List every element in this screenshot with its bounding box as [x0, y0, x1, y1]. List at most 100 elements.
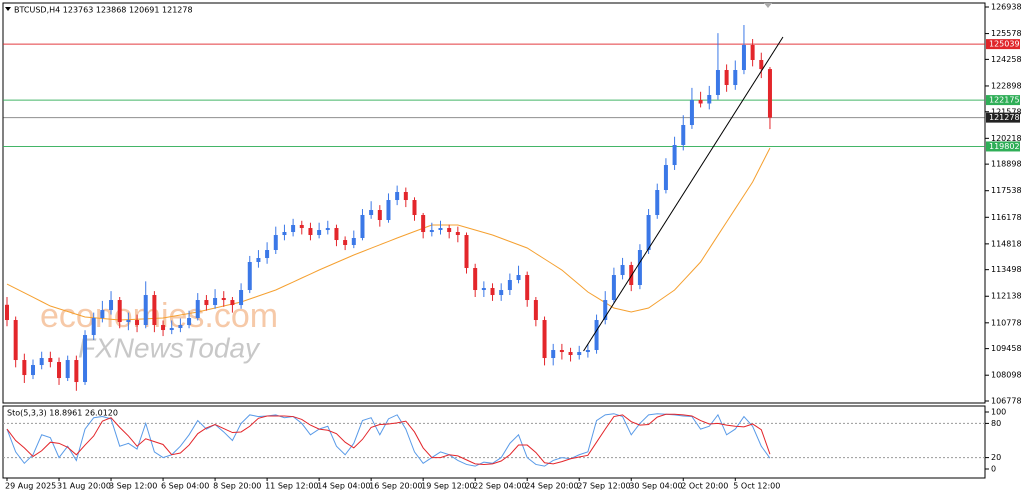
x-tick-label: 5 Oct 12:00: [733, 482, 780, 491]
x-tick-label: 19 Sep 12:00: [421, 482, 474, 491]
y-tick-label: 120218: [991, 134, 1022, 143]
indicator-title: Sto(5,3,3) 18.8961 26.0120: [7, 409, 118, 418]
candle-body: [48, 358, 53, 363]
y-tick-label: 112138: [991, 292, 1022, 301]
candle-body: [31, 365, 36, 376]
y-tick-label: 110778: [991, 318, 1022, 327]
candle-body: [282, 232, 287, 236]
level-label-box: [986, 95, 1020, 106]
candle-body: [429, 230, 434, 233]
candle-body: [169, 328, 174, 331]
candle-body: [594, 320, 599, 351]
level-label: 121278: [989, 113, 1020, 122]
candle-body: [403, 192, 408, 201]
candle-body: [334, 228, 339, 241]
candle-body: [455, 232, 460, 236]
candle-body: [13, 320, 18, 361]
candle-body: [707, 95, 712, 104]
moving-average: [6, 147, 771, 321]
candle-body: [187, 318, 192, 326]
candle-body: [655, 190, 660, 216]
watermark: economies.com: [40, 297, 278, 335]
candle-body: [507, 280, 512, 291]
candle-body: [681, 125, 686, 145]
y-tick-label: 108098: [991, 371, 1022, 380]
candle-body: [369, 209, 374, 216]
y-tick-label: 124258: [991, 55, 1022, 64]
main-frame: [2, 2, 986, 404]
x-tick-label: 27 Sep 12:00: [577, 482, 630, 491]
candle-body: [221, 298, 226, 301]
y-tick-label: 109458: [991, 344, 1022, 353]
level-label-box: [986, 112, 1020, 123]
x-tick-label: 31 Aug 20:00: [57, 482, 111, 491]
trendline: [583, 36, 784, 352]
candle-body: [247, 262, 252, 291]
candle-body: [620, 265, 625, 276]
y-tick-label: 113498: [991, 265, 1022, 274]
candle-body: [473, 268, 478, 291]
candle-body: [213, 298, 218, 306]
candle-body: [273, 235, 278, 251]
candle-body: [395, 192, 400, 201]
candle-body: [663, 165, 668, 191]
candle-body: [698, 100, 703, 104]
candle-body: [724, 70, 729, 85]
y-tick-label: 80: [991, 419, 1001, 428]
candle-body: [135, 320, 140, 326]
candle-body: [100, 310, 105, 319]
y-tick-label: 100: [991, 408, 1006, 417]
candle-body: [204, 300, 209, 306]
candle-body: [386, 200, 391, 221]
candle-body: [750, 44, 755, 61]
x-tick-label: 11 Sep 12:00: [265, 482, 318, 491]
x-tick-label: 3 Sep 12:00: [109, 482, 157, 491]
candle-body: [551, 350, 556, 359]
candle-body: [291, 225, 296, 233]
x-tick-label: 6 Sep 04:00: [161, 482, 209, 491]
candle-body: [577, 352, 582, 356]
shift-marker: [764, 3, 772, 8]
y-tick-label: 117538: [991, 186, 1022, 195]
x-tick-label: 24 Sep 20:00: [525, 482, 578, 491]
x-tick-label: 30 Sep 04:00: [629, 482, 682, 491]
y-tick-label: 0: [991, 465, 996, 474]
candle-body: [178, 325, 183, 329]
candle-body: [161, 325, 166, 331]
candle-body: [343, 240, 348, 246]
candle-body: [438, 228, 443, 231]
y-tick-label: 121578: [991, 107, 1022, 116]
y-tick-label: 125578: [991, 29, 1022, 38]
stochastic-line: [6, 413, 771, 465]
level-label: 122175: [989, 96, 1020, 105]
watermark: FXNewsToday: [78, 332, 261, 363]
x-tick-label: 22 Sep 04:00: [473, 482, 526, 491]
candle-body: [533, 300, 538, 321]
candle-body: [767, 69, 772, 118]
candle-body: [559, 350, 564, 353]
candle-body: [109, 300, 114, 311]
candle-body: [481, 288, 486, 291]
level-label-box: [986, 39, 1020, 50]
menu-arrow: [5, 7, 11, 11]
level-label-box: [986, 141, 1020, 152]
candle-body: [741, 44, 746, 71]
candle-body: [22, 360, 27, 376]
candle-body: [325, 228, 330, 231]
x-tick-label: 14 Sep 04:00: [317, 482, 370, 491]
level-label: 119802: [989, 142, 1020, 151]
candle-body: [256, 258, 261, 263]
candle-body: [65, 360, 70, 379]
candle-body: [265, 250, 270, 259]
candle-body: [499, 290, 504, 296]
y-tick-label: 114818: [991, 239, 1022, 248]
candle-body: [299, 225, 304, 229]
candle-body: [611, 275, 616, 301]
y-tick-label: 126938: [991, 3, 1022, 12]
candle-body: [715, 70, 720, 96]
y-tick-label: 118898: [991, 160, 1022, 169]
y-tick-label: 116178: [991, 213, 1022, 222]
candle-body: [672, 144, 677, 166]
candle-body: [689, 100, 694, 126]
